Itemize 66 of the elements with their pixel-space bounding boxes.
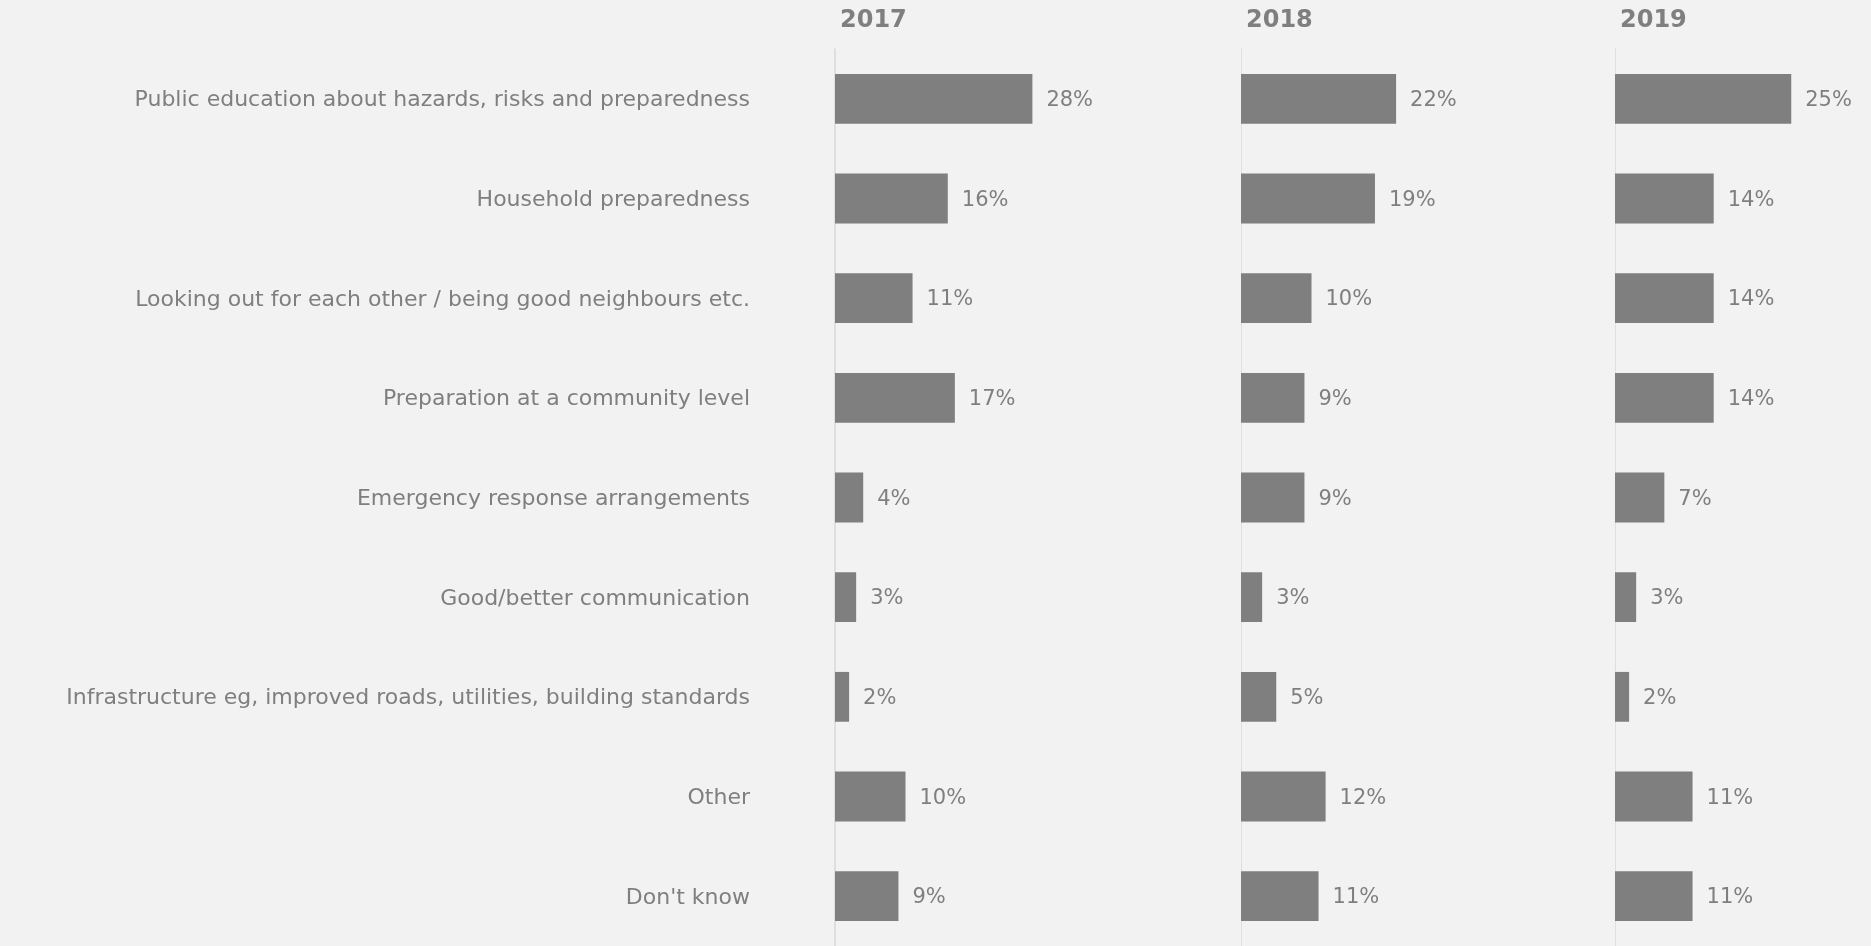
data-label: 11% xyxy=(1706,784,1754,809)
data-label: 4% xyxy=(877,485,911,510)
bar xyxy=(835,671,850,722)
bar xyxy=(835,771,906,822)
data-label: 2% xyxy=(863,684,897,709)
bar xyxy=(1241,472,1305,523)
data-label: 9% xyxy=(1318,485,1352,510)
bar xyxy=(1615,73,1792,124)
data-label: 11% xyxy=(1332,884,1380,909)
bar xyxy=(1241,73,1397,124)
data-label: 14% xyxy=(1727,186,1775,211)
bar xyxy=(1615,871,1693,922)
bar xyxy=(835,273,913,324)
data-label: 10% xyxy=(919,784,967,809)
y-tick-label: Good/better communication xyxy=(440,584,750,610)
data-label: 2% xyxy=(1643,684,1677,709)
bar xyxy=(1615,273,1714,324)
data-label: 7% xyxy=(1678,485,1712,510)
data-label: 22% xyxy=(1410,86,1457,111)
data-label: 11% xyxy=(1706,884,1754,909)
bar xyxy=(1615,671,1630,722)
bar xyxy=(1615,372,1714,423)
bar xyxy=(1615,173,1714,224)
bar xyxy=(1241,273,1312,324)
data-label: 25% xyxy=(1805,86,1852,111)
y-tick-label: Preparation at a community level xyxy=(382,385,750,411)
y-tick-label: Emergency response arrangements xyxy=(356,485,750,510)
data-label: 17% xyxy=(968,385,1016,410)
data-label: 14% xyxy=(1727,286,1775,311)
data-label: 9% xyxy=(912,884,946,909)
data-label: 19% xyxy=(1388,186,1436,211)
data-label: 11% xyxy=(926,286,974,311)
bar xyxy=(835,73,1033,124)
y-tick-label: Public education about hazards, risks and preparedness xyxy=(134,86,750,112)
bar xyxy=(1615,572,1637,623)
bar xyxy=(835,871,899,922)
bar xyxy=(1615,771,1693,822)
bar xyxy=(1241,871,1319,922)
chart-title: 2018 xyxy=(1246,5,1313,33)
y-tick-label: Other xyxy=(687,784,751,809)
data-label: 10% xyxy=(1325,286,1373,311)
data-label: 3% xyxy=(1650,585,1684,610)
y-tick-label: Infrastructure eg, improved roads, utilities, building standards xyxy=(66,684,750,710)
chart-title: 2017 xyxy=(840,5,907,33)
bar xyxy=(835,472,864,523)
data-label: 5% xyxy=(1290,684,1324,709)
bar xyxy=(1241,671,1277,722)
bar xyxy=(1241,173,1375,224)
bar xyxy=(1241,771,1326,822)
data-label: 9% xyxy=(1318,385,1352,410)
bar xyxy=(835,372,955,423)
y-tick-label: Looking out for each other / being good neighbours etc. xyxy=(135,285,750,311)
bar xyxy=(835,173,948,224)
bar xyxy=(1241,372,1305,423)
bar xyxy=(835,572,857,623)
y-tick-label: Don't know xyxy=(625,883,750,909)
data-label: 12% xyxy=(1339,784,1387,809)
data-label: 3% xyxy=(1276,585,1310,610)
chart-title: 2019 xyxy=(1620,5,1687,33)
y-tick-label: Household preparedness xyxy=(476,186,750,211)
data-label: 28% xyxy=(1046,86,1094,111)
bar xyxy=(1241,572,1263,623)
data-label: 3% xyxy=(870,585,904,610)
data-label: 16% xyxy=(961,186,1009,211)
data-label: 14% xyxy=(1727,385,1775,410)
bar xyxy=(1615,472,1665,523)
